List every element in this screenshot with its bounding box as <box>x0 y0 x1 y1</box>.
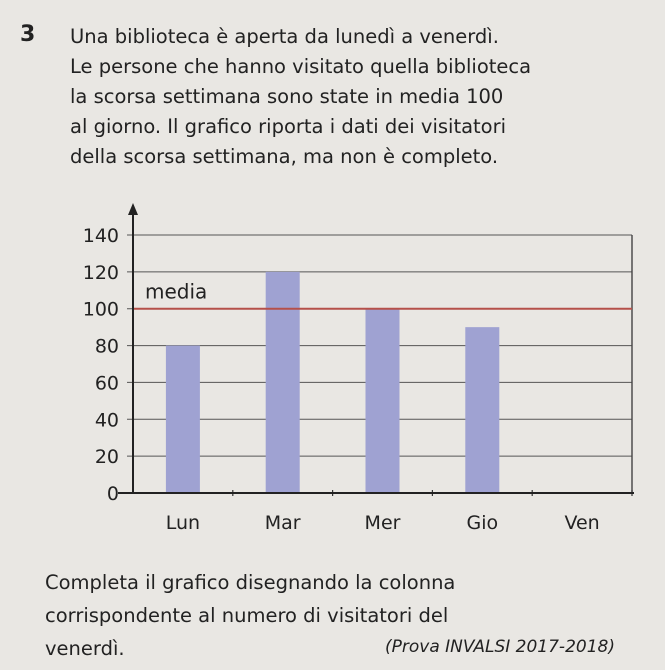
x-category-label: Mar <box>265 512 301 534</box>
y-tick-label: 60 <box>95 372 119 394</box>
visitors-bar-chart: 0 20 40 60 80 100 120 140 Lun Mar Mer Gio Ven media <box>83 203 634 534</box>
problem-line: la scorsa settimana sono state in media … <box>70 85 504 108</box>
problem-line: Le persone che hanno visitato quella bib… <box>70 55 532 78</box>
problem-line: della scorsa settimana, ma non è complet… <box>70 145 499 168</box>
problem-text: Una biblioteca è aperta da lunedì a vene… <box>70 22 650 172</box>
problem-line: al giorno. Il grafico riporta i dati dei… <box>70 115 507 138</box>
y-tick-label: 0 <box>107 483 119 505</box>
x-category-label: Lun <box>166 512 200 534</box>
y-tick-label: 20 <box>95 446 119 468</box>
bar-lun <box>165 345 200 493</box>
question-line: corrispondente al numero di visitatori d… <box>45 604 449 627</box>
question-text: Completa il grafico disegnando la colonn… <box>45 566 645 665</box>
bar-gio <box>465 327 500 493</box>
bar-mer <box>365 308 400 493</box>
y-axis-arrow-icon <box>128 203 138 215</box>
y-tick-label: 40 <box>95 409 119 431</box>
problem-line: Una biblioteca è aperta da lunedì a vene… <box>70 25 499 48</box>
source-citation: (Prova INVALSI 2017-2018) <box>385 637 615 657</box>
y-tick-label: 120 <box>83 262 119 284</box>
x-category-label: Ven <box>564 512 599 534</box>
x-category-label: Gio <box>466 512 498 534</box>
question-line: Completa il grafico disegnando la colonn… <box>45 571 456 594</box>
question-line: venerdì. <box>45 637 125 660</box>
y-tick-label: 140 <box>83 225 119 247</box>
y-tick-label: 100 <box>83 299 119 321</box>
media-label: media <box>145 280 207 304</box>
exercise-number: 3 <box>20 22 36 47</box>
y-tick-label: 80 <box>95 336 119 358</box>
x-category-label: Mer <box>365 512 401 534</box>
bar-mar <box>265 271 300 493</box>
